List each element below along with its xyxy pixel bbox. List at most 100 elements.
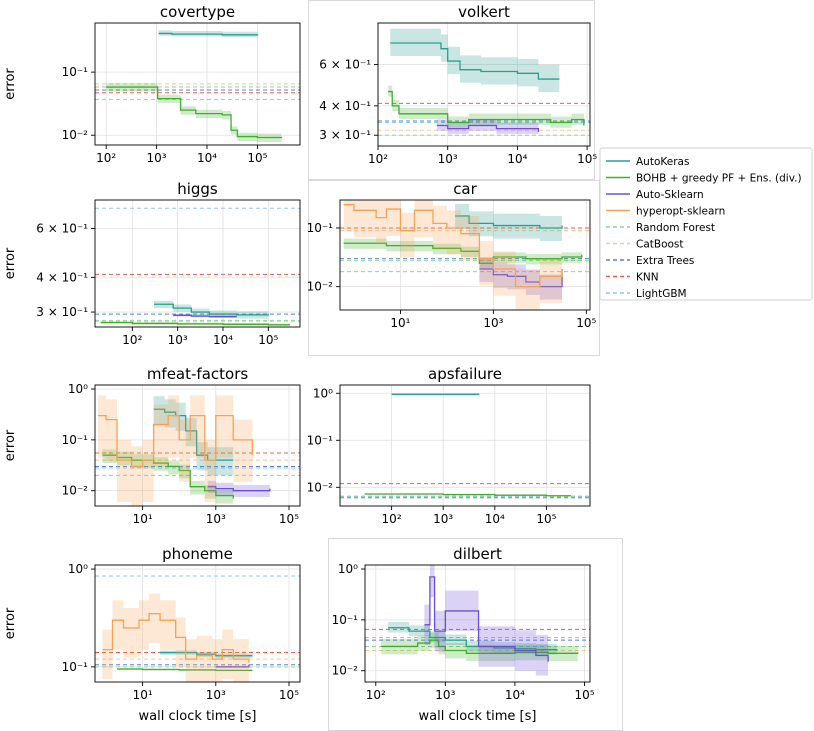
- x-tick-label: 10⁴: [507, 152, 527, 166]
- band-hyperopt-sklearn: [343, 200, 563, 310]
- band-auto-sklearn: [424, 565, 549, 682]
- x-tick-label: 10⁴: [213, 333, 233, 347]
- band-autokeras: [455, 204, 563, 242]
- panel-apsfailure: 10² 10³ 10⁴ 10⁵ 10⁻² 10⁻¹ 10⁰ apsfailure: [307, 365, 591, 526]
- y-tick-label: 10⁻²: [332, 664, 359, 678]
- x-tick-label: 10²: [96, 151, 116, 165]
- y-axis-label: error: [3, 247, 18, 279]
- x-tick-label: 10⁴: [505, 688, 525, 702]
- band-hyperopt-sklearn: [102, 593, 249, 682]
- x-tick-label: 10¹: [133, 688, 153, 702]
- series-bohb-greedy-pf-ens-div: [106, 86, 283, 139]
- x-tick-label: 10³: [433, 512, 453, 526]
- panel-covertype: 10² 10³ 10⁴ 10⁵ 10⁻² 10⁻¹ covertype error: [3, 3, 301, 165]
- panels-layer: 10² 10³ 10⁴ 10⁵ 10⁻² 10⁻¹ covertype error 10² 10³…: [3, 0, 623, 731]
- x-tick-label: 10³: [168, 333, 188, 347]
- panel-title: covertype: [160, 3, 235, 21]
- series-hyperopt-sklearn: [343, 203, 563, 288]
- x-tick-label: 10⁴: [485, 512, 505, 526]
- axes-box: [94, 384, 301, 507]
- plot-area: [340, 393, 590, 499]
- x-tick-label: 10⁵: [577, 152, 597, 166]
- x-tick-label: 10²: [122, 333, 142, 347]
- x-tick-label: 10⁵: [574, 688, 594, 702]
- x-tick-label: 10⁵: [536, 512, 556, 526]
- panel-frame: [308, 0, 595, 180]
- y-tick-label: 10⁻²: [62, 128, 89, 142]
- series-bohb-greedy-pf-ens-div: [102, 454, 234, 499]
- series-autokeras: [455, 215, 563, 229]
- y-tick-label: 3 × 10⁻¹: [36, 305, 88, 319]
- y-tick-label: 10⁻¹: [307, 221, 334, 235]
- y-axis-label: error: [3, 68, 18, 100]
- band-auto-sklearn: [207, 480, 270, 498]
- plot-area: [95, 575, 300, 682]
- panel-title: mfeat-factors: [147, 365, 249, 383]
- band-hyperopt-sklearn: [97, 395, 253, 506]
- legend-label-lightgbm: LightGBM: [636, 288, 687, 300]
- panel-mfeat-factors: 10¹ 10³ 10⁵ 10⁻² 10⁻¹ 10⁰ mfeat-factors error: [3, 365, 301, 526]
- y-tick-label: 10⁻¹: [62, 65, 89, 79]
- legend: AutoKeras BOHB + greedy PF + Ens. (div.) A…: [599, 147, 813, 301]
- legend-label-hyperopt-sklearn: hyperopt-sklearn: [636, 206, 725, 218]
- x-tick-label: 10³: [206, 688, 226, 702]
- panel-title: phoneme: [162, 545, 233, 563]
- y-tick-label: 10⁰: [338, 562, 358, 576]
- x-axis-label: wall clock time [s]: [139, 709, 257, 724]
- band-auto-sklearn: [436, 119, 539, 138]
- x-tick-label: 10³: [438, 152, 458, 166]
- axes-box: [339, 199, 591, 311]
- y-tick-label: 4 × 10⁻¹: [36, 270, 88, 284]
- panel-title: car: [453, 180, 477, 198]
- series-bohb-greedy-pf-ens-div: [343, 242, 583, 264]
- x-tick-label: 10³: [483, 316, 503, 330]
- panel-higgs: 10² 10³ 10⁴ 10⁵ 3 × 10⁻¹ 4 × 10⁻¹ 6 × 10⁻¹ higg…: [3, 180, 301, 347]
- y-tick-label: 10⁰: [68, 382, 88, 396]
- series-autokeras: [160, 651, 253, 657]
- series-autokeras: [390, 42, 560, 80]
- y-tick-label: 10⁻²: [62, 484, 89, 498]
- series-bohb-greedy-pf-ens-div: [364, 493, 572, 497]
- plot-area: [340, 200, 590, 310]
- legend-frame: [599, 147, 813, 301]
- series-auto-sklearn: [207, 486, 271, 492]
- series-auto-sklearn: [215, 664, 250, 668]
- x-tick-label: 10¹: [133, 512, 153, 526]
- x-tick-label: 10⁵: [279, 688, 299, 702]
- y-tick-label: 10⁻¹: [332, 613, 359, 627]
- series-auto-sklearn: [173, 314, 237, 318]
- plot-area: [95, 207, 300, 326]
- y-tick-label: 10⁻²: [307, 280, 334, 294]
- series-autokeras: [388, 627, 558, 651]
- x-tick-label: 10³: [435, 688, 455, 702]
- y-tick-label: 6 × 10⁻¹: [36, 221, 88, 235]
- axes-box: [364, 564, 591, 683]
- x-tick-label: 10⁵: [258, 333, 278, 347]
- series-bohb-greedy-pf-ens-div: [117, 668, 253, 672]
- series-auto-sklearn: [424, 576, 549, 662]
- panel-phoneme: 10¹ 10³ 10⁵ 10⁻¹ 10⁰ phoneme error wall clock t…: [3, 545, 301, 724]
- series-auto-sklearn: [436, 124, 540, 132]
- legend-label-random-forest: Random Forest: [636, 222, 715, 234]
- series-bohb-greedy-pf-ens-div: [388, 90, 585, 126]
- x-tick-label: 10²: [368, 152, 388, 166]
- x-tick-label: 10⁵: [576, 316, 596, 330]
- panel-title: apsfailure: [428, 365, 502, 383]
- axes-box: [377, 22, 591, 147]
- series-autokeras: [158, 32, 259, 36]
- y-tick-label: 10⁰: [313, 386, 333, 400]
- panel-dilbert: 10² 10³ 10⁴ 10⁵ 10⁻² 10⁻¹ 10⁰ dilbert wall clock…: [328, 538, 623, 731]
- x-tick-label: 10⁵: [279, 512, 299, 526]
- y-tick-label: 10⁻¹: [62, 433, 89, 447]
- axes-box: [94, 199, 301, 328]
- x-axis-label: wall clock time [s]: [419, 709, 537, 724]
- series-hyperopt-sklearn: [97, 414, 254, 468]
- y-axis-label: error: [3, 429, 18, 461]
- legend-label-knn: KNN: [636, 272, 659, 284]
- band-auto-sklearn: [479, 257, 563, 300]
- axes-box: [94, 564, 301, 683]
- series-hyperopt-sklearn: [102, 612, 250, 663]
- x-tick-label: 10⁴: [197, 151, 217, 165]
- y-tick-label: 10⁰: [68, 562, 88, 576]
